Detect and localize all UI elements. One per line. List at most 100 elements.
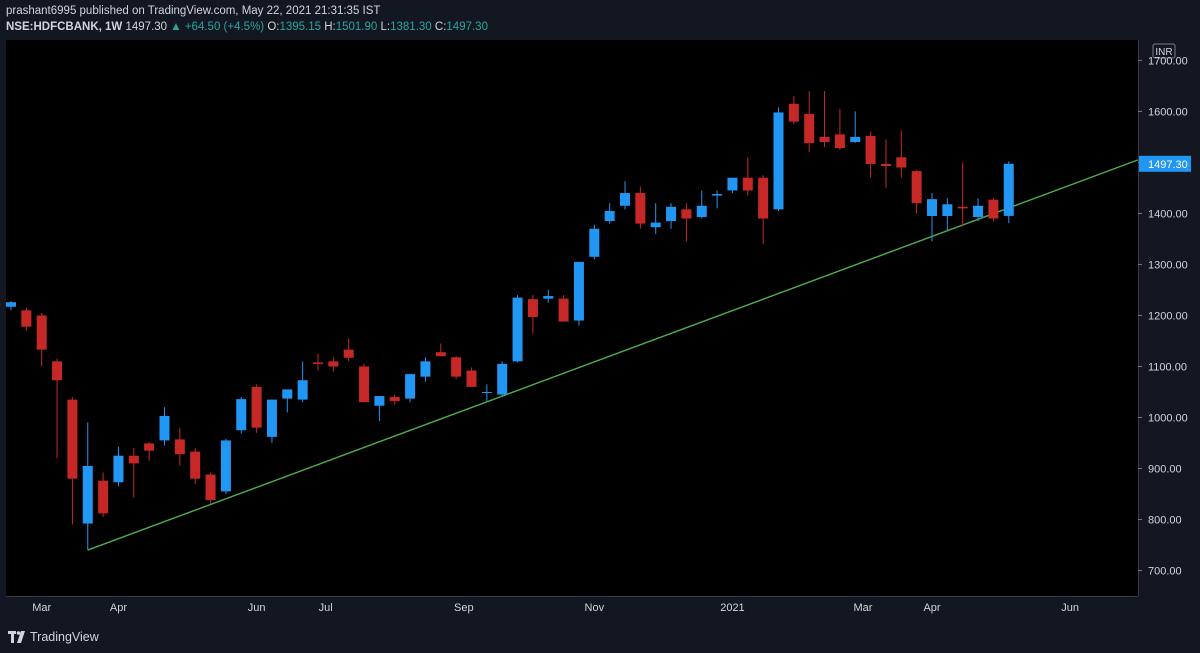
candle-body bbox=[21, 310, 32, 327]
candle-body bbox=[82, 465, 93, 524]
candle-body bbox=[512, 297, 523, 362]
candle-body bbox=[405, 374, 416, 399]
candle-body bbox=[819, 136, 830, 143]
tradingview-brand: TradingView bbox=[30, 630, 99, 644]
publisher-line: prashant6995 published on TradingView.co… bbox=[6, 5, 381, 17]
y-tick-label: 1200.00 bbox=[1148, 310, 1188, 322]
change-label: ▲ +64.50 (+4.5%) bbox=[170, 21, 265, 33]
candle-body bbox=[220, 440, 231, 492]
candle-body bbox=[205, 474, 216, 501]
close-value: 1497.30 bbox=[446, 21, 488, 33]
candle-body bbox=[911, 171, 922, 204]
candle-body bbox=[251, 386, 262, 428]
candle-body bbox=[328, 361, 339, 367]
last-price: 1497.30 bbox=[125, 21, 168, 33]
y-tick-label: 1400.00 bbox=[1148, 208, 1188, 220]
candle-body bbox=[973, 205, 984, 218]
y-tick-label: 800.00 bbox=[1148, 514, 1182, 526]
candle-body bbox=[927, 199, 937, 216]
plot-area[interactable] bbox=[6, 40, 1138, 596]
x-tick-label: Mar bbox=[853, 602, 872, 614]
candle-body bbox=[558, 298, 569, 322]
y-tick-label: 1000.00 bbox=[1148, 412, 1188, 424]
candle-body bbox=[712, 194, 723, 196]
x-tick-label: Jul bbox=[319, 602, 333, 614]
last-price-badge bbox=[1139, 155, 1191, 172]
candle-body bbox=[420, 361, 431, 377]
x-tick-label: Jun bbox=[248, 602, 266, 614]
candle-body bbox=[896, 157, 907, 168]
tradingview-logo-icon bbox=[8, 631, 25, 643]
candle-body bbox=[850, 136, 861, 143]
candle-body bbox=[497, 363, 508, 395]
last-price-label: 1497.30 bbox=[1148, 159, 1188, 171]
candle-body bbox=[190, 451, 201, 479]
candle-body bbox=[374, 396, 385, 406]
candle-body bbox=[282, 389, 293, 399]
candle-body bbox=[620, 193, 630, 206]
candle-body bbox=[573, 261, 584, 321]
candle-body bbox=[834, 134, 845, 149]
candle-body bbox=[236, 399, 247, 431]
candle-body bbox=[604, 210, 615, 222]
candle-body bbox=[52, 361, 63, 381]
candle-body bbox=[957, 206, 968, 209]
candle-body bbox=[758, 177, 769, 219]
candle-body bbox=[466, 370, 477, 387]
x-tick-label: Apr bbox=[110, 602, 127, 614]
candle-body bbox=[727, 177, 738, 191]
candle-body bbox=[113, 455, 124, 483]
candle-body bbox=[650, 222, 661, 228]
open-label: O: bbox=[267, 21, 280, 33]
high-value: 1501.90 bbox=[335, 21, 378, 33]
candle-body bbox=[696, 205, 707, 218]
currency-badge bbox=[1152, 43, 1176, 59]
footer-bar: TradingView bbox=[0, 622, 1200, 653]
y-tick-label: 1700.00 bbox=[1148, 55, 1188, 67]
candle-body bbox=[865, 135, 876, 164]
low-label: L: bbox=[380, 21, 391, 33]
candle-body bbox=[128, 455, 139, 464]
y-tick-label: 1300.00 bbox=[1148, 259, 1188, 271]
candle-body bbox=[435, 352, 446, 357]
y-tick-label: 1600.00 bbox=[1148, 106, 1188, 118]
y-tick-label: 700.00 bbox=[1148, 565, 1182, 577]
symbol-label: NSE:HDFCBANK, 1W bbox=[6, 21, 123, 33]
candle-body bbox=[681, 209, 692, 219]
high-label: H: bbox=[324, 21, 336, 33]
candle-body bbox=[942, 204, 953, 216]
x-tick-label: Apr bbox=[923, 602, 940, 614]
candle-body bbox=[451, 357, 462, 377]
open-value: 1395.15 bbox=[279, 21, 322, 33]
candle-body bbox=[359, 366, 370, 403]
close-label: C: bbox=[434, 21, 447, 33]
candle-body bbox=[988, 199, 999, 219]
candle-body bbox=[635, 193, 646, 224]
chart-header: prashant6995 published on TradingView.co… bbox=[6, 4, 488, 34]
candle-body bbox=[1003, 163, 1014, 216]
candle-body bbox=[159, 415, 170, 441]
x-tick-label: Nov bbox=[585, 602, 605, 614]
candle-body bbox=[266, 399, 277, 437]
candle-body bbox=[98, 480, 109, 514]
x-tick-label: Mar bbox=[32, 602, 51, 614]
candlestick-chart[interactable]: INR 700.00 800.00 900.00 1000.00 1100.00 1200.… bbox=[0, 0, 1200, 622]
candle-body bbox=[804, 113, 815, 144]
candle-body bbox=[6, 302, 16, 307]
candle-body bbox=[389, 397, 400, 402]
x-tick-label: 2021 bbox=[720, 602, 744, 614]
candle-body bbox=[788, 103, 799, 122]
x-tick-label: Jun bbox=[1061, 602, 1079, 614]
candle-body bbox=[543, 296, 554, 299]
ohlc-line: NSE:HDFCBANK, 1W 1497.30 ▲ +64.50 (+4.5%… bbox=[6, 20, 488, 34]
candle-body bbox=[880, 163, 891, 166]
y-tick-label: 1100.00 bbox=[1148, 361, 1187, 373]
currency-label: INR bbox=[1155, 47, 1172, 58]
candle-body bbox=[144, 443, 155, 451]
candle-body bbox=[343, 349, 354, 358]
candle-body bbox=[174, 439, 185, 455]
candle-body bbox=[589, 228, 600, 257]
y-tick-label: 900.00 bbox=[1148, 463, 1182, 475]
x-tick-label: Sep bbox=[454, 602, 474, 614]
